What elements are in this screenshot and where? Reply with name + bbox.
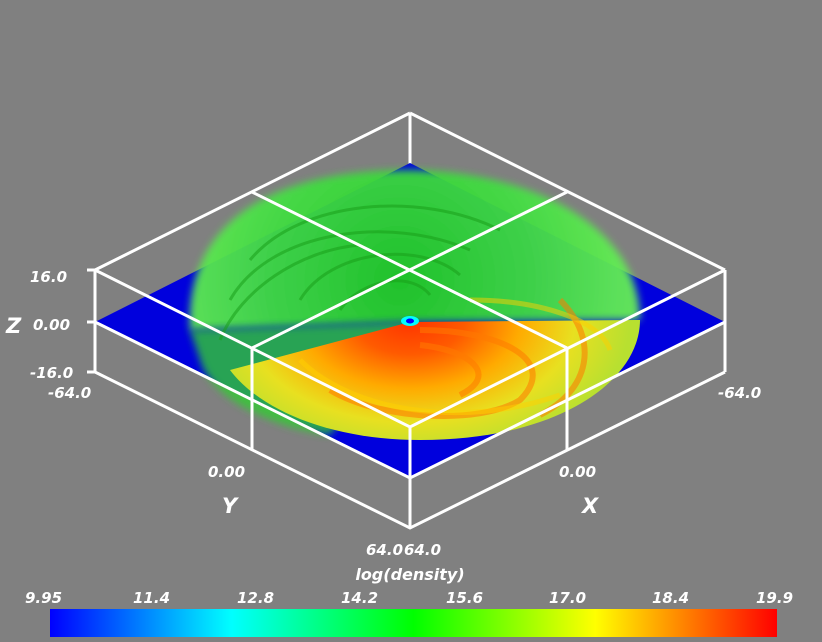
x-tick-mid: 0.00 (559, 463, 596, 481)
colorbar-title: log(density) (355, 565, 464, 584)
colorbar-tick: 15.6 (446, 589, 483, 607)
colorbar-tick: 11.4 (133, 589, 170, 607)
colorbar-tick: 12.8 (237, 589, 274, 607)
colorbar-tick: 18.4 (652, 589, 689, 607)
y-axis-label: Y (222, 494, 239, 518)
colorbar-tick: 19.9 (756, 589, 793, 607)
y-tick-end: 64.0 (366, 541, 403, 559)
colorbar-tick: 14.2 (341, 589, 378, 607)
y-tick-mid: 0.00 (208, 463, 245, 481)
colorbar-ticks: 9.95 11.4 12.8 14.2 15.6 17.0 18.4 19.9 (25, 589, 793, 607)
z-tick-top: 16.0 (30, 268, 67, 286)
x-tick-start: -64.0 (718, 384, 761, 402)
density-disk-front (230, 320, 640, 440)
colorbar-tick: 17.0 (549, 589, 586, 607)
bounding-box-front (87, 190, 727, 530)
x-tick-end: 64.0 (404, 541, 441, 559)
z-tick-mid: 0.00 (33, 316, 70, 334)
x-axis-label: X (580, 494, 600, 518)
y-tick-start: -64.0 (48, 384, 91, 402)
z-axis-label: Z (5, 314, 22, 338)
z-tick-bottom: -16.0 (30, 364, 73, 382)
colorbar (50, 609, 777, 637)
colorbar-tick: 9.95 (25, 589, 62, 607)
